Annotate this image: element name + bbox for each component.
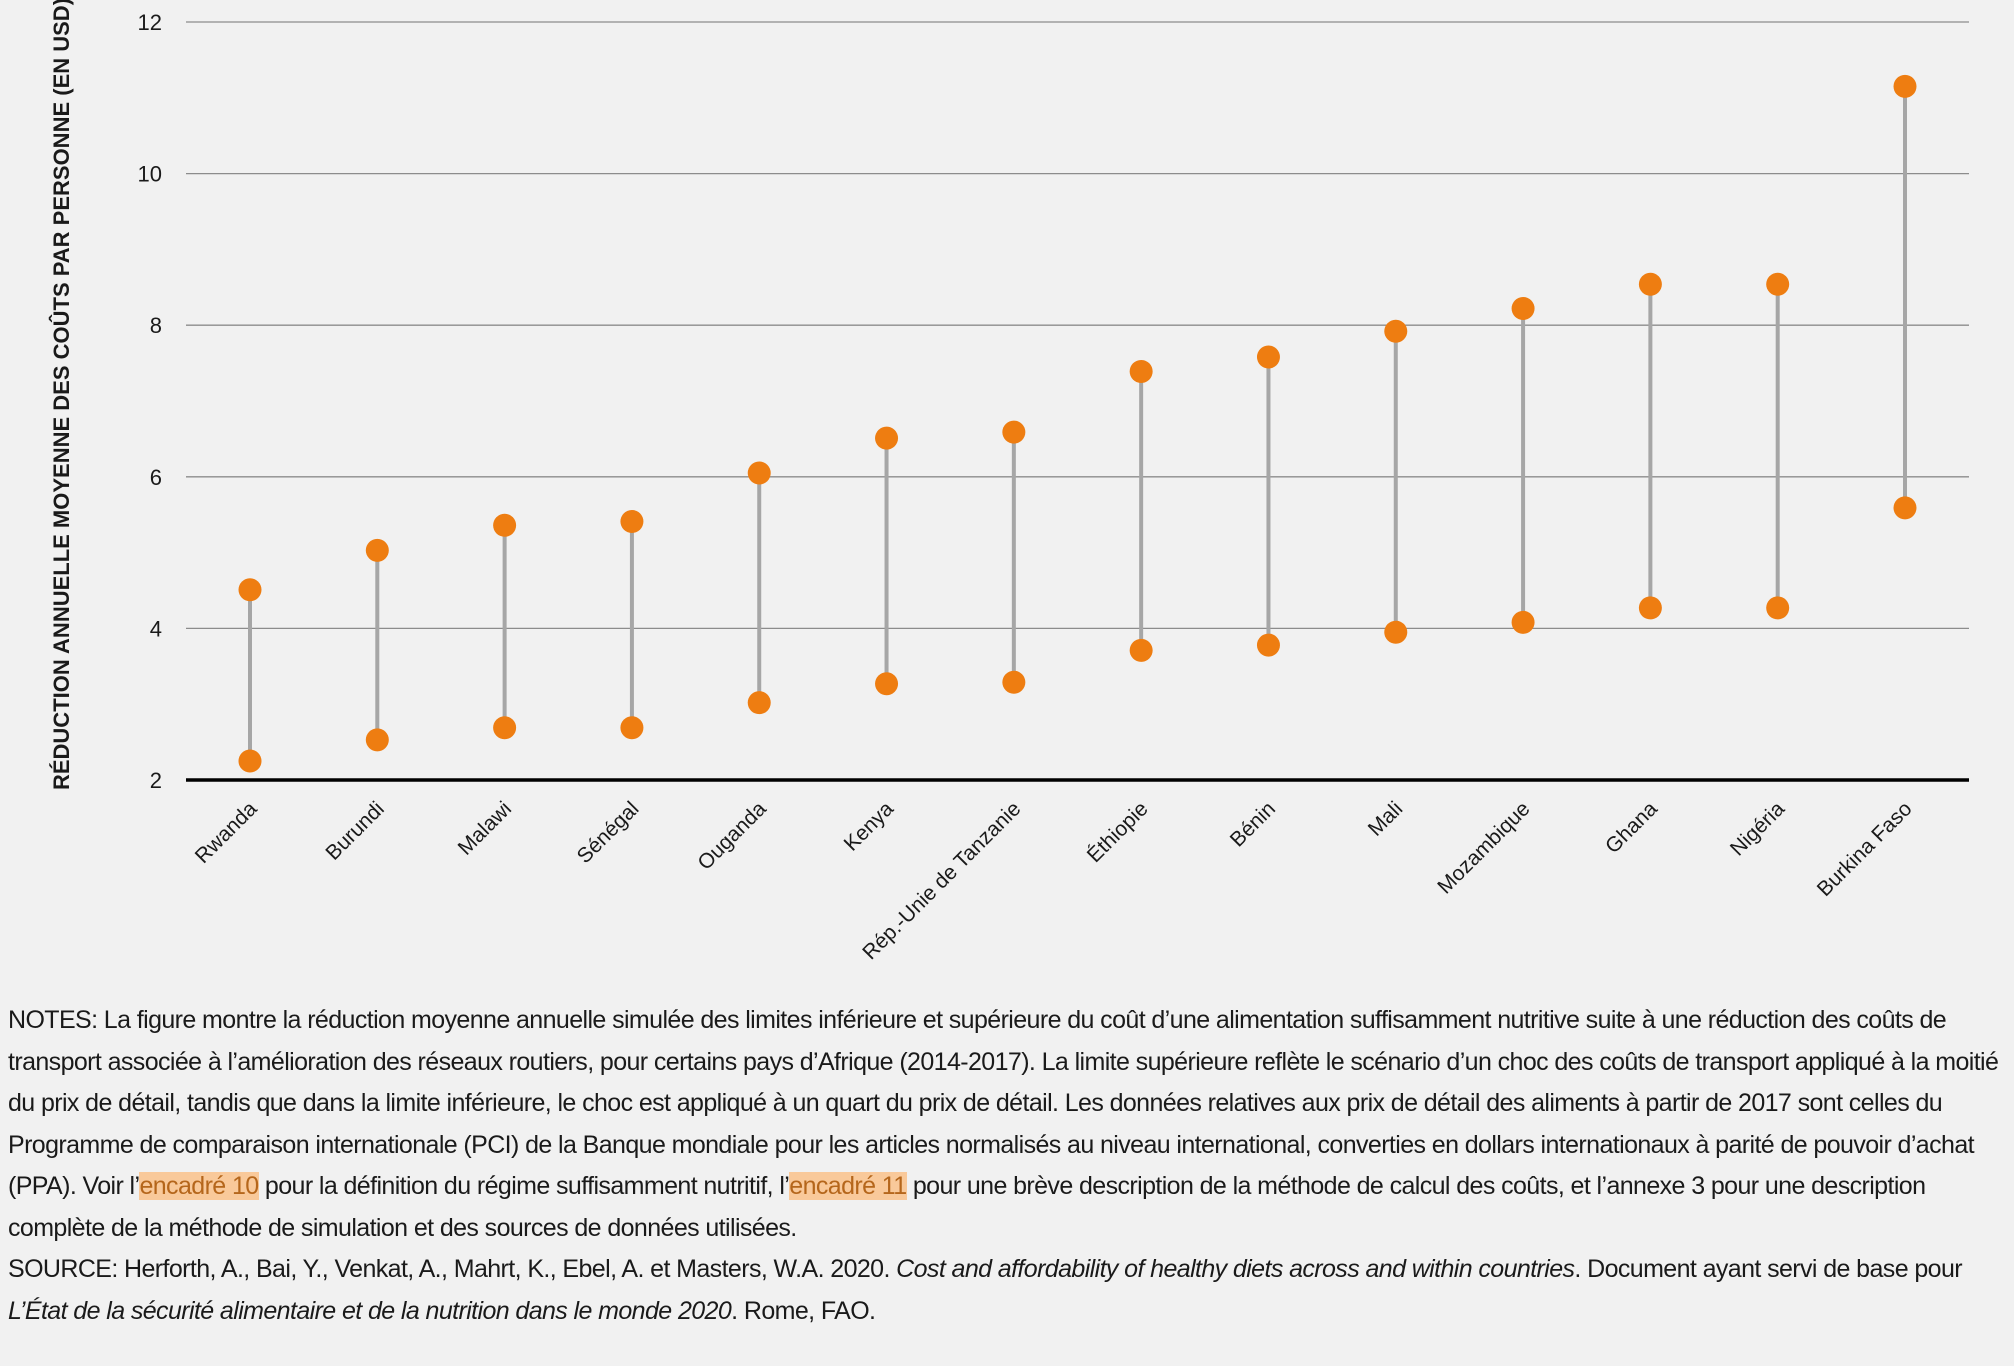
lower-bound-point bbox=[493, 716, 517, 740]
x-tick-label: Ghana bbox=[1601, 797, 1662, 858]
box-10-link[interactable]: encadré 10 bbox=[139, 1172, 259, 1200]
x-tick-labels: Rwanda Burundi Malawi Sénégal Ouganda KenyaRé… bbox=[191, 797, 1917, 964]
upper-bound-point bbox=[1766, 272, 1790, 296]
x-tick-label: Nigéria bbox=[1726, 797, 1790, 861]
notes-text: NOTES: La figure montre la réduction moy… bbox=[8, 1000, 2008, 1249]
y-tick-label: 8 bbox=[150, 313, 162, 338]
y-tick-label: 12 bbox=[138, 10, 162, 35]
x-tick-label: Rwanda bbox=[191, 797, 262, 868]
lower-bound-point bbox=[1129, 638, 1153, 662]
notes-text-part: pour la définition du régime suffisammen… bbox=[258, 1172, 790, 1200]
lower-bound-point bbox=[1638, 596, 1662, 620]
upper-bound-point bbox=[1256, 345, 1280, 369]
source-part: . Rome, FAO. bbox=[731, 1296, 876, 1325]
lower-bound-point bbox=[1893, 496, 1917, 520]
upper-bound-point bbox=[1002, 420, 1026, 444]
source-part: SOURCE: Herforth, A., Bai, Y., Venkat, A… bbox=[8, 1255, 897, 1283]
source-part: . Document ayant servi de base pour bbox=[1574, 1255, 1962, 1283]
lower-bound-point bbox=[1256, 633, 1280, 657]
x-tick-label: Éthiopie bbox=[1083, 797, 1153, 867]
gridlines bbox=[186, 21, 1969, 782]
upper-bound-point bbox=[1893, 74, 1917, 98]
x-tick-label: Sénégal bbox=[573, 797, 644, 868]
upper-bound-point bbox=[238, 578, 262, 602]
dumbbell-chart: 2 4 6 8 10 12 Rwanda Burundi Malawi Sénégal Ougan… bbox=[138, 10, 1969, 964]
notes-text-part: NOTES: La figure montre la réduction moy… bbox=[8, 1006, 1999, 1200]
y-tick-label: 6 bbox=[150, 465, 162, 490]
lower-bound-point bbox=[238, 749, 262, 773]
lower-bound-point bbox=[1002, 670, 1026, 694]
lower-bound-point bbox=[1384, 620, 1408, 644]
source-title: Cost and affordability of healthy diets … bbox=[896, 1255, 1575, 1283]
y-tick-labels: 2 4 6 8 10 12 bbox=[138, 10, 162, 793]
y-axis-label: RÉDUCTION ANNUELLE MOYENNE DES COÛTS PAR… bbox=[49, 0, 74, 791]
upper-bound-point bbox=[493, 513, 517, 537]
notes-section: NOTES: La figure montre la réduction moy… bbox=[8, 1000, 2008, 1332]
x-tick-label: Kenya bbox=[840, 797, 899, 856]
upper-bound-point bbox=[620, 510, 644, 534]
x-tick-label: Burundi bbox=[321, 797, 388, 864]
source-text: SOURCE: Herforth, A., Bai, Y., Venkat, A… bbox=[8, 1249, 2008, 1332]
upper-bound-point bbox=[1511, 297, 1535, 321]
lower-bound-point bbox=[365, 728, 389, 752]
upper-bound-point bbox=[747, 461, 771, 485]
lower-bound-point bbox=[1511, 610, 1535, 634]
upper-bound-point bbox=[875, 426, 899, 450]
lower-bound-point bbox=[875, 672, 899, 696]
upper-bound-point bbox=[1129, 359, 1153, 383]
y-tick-label: 10 bbox=[138, 162, 162, 187]
x-tick-label: Bénin bbox=[1226, 797, 1280, 851]
lower-bound-point bbox=[747, 691, 771, 715]
upper-bound-point bbox=[1384, 319, 1408, 343]
lower-bound-point bbox=[1766, 596, 1790, 620]
upper-bound-point bbox=[365, 538, 389, 562]
notes-text-part: pour une brève description de la méthode… bbox=[8, 1172, 1926, 1242]
x-tick-label: Malawi bbox=[454, 797, 516, 859]
x-tick-label: Mozambique bbox=[1433, 797, 1534, 898]
chart-marks bbox=[238, 74, 1917, 773]
x-tick-label: Burkina Faso bbox=[1813, 797, 1917, 901]
y-tick-label: 2 bbox=[150, 768, 162, 793]
box-11-link[interactable]: encadré 11 bbox=[789, 1172, 907, 1200]
lower-bound-point bbox=[620, 716, 644, 740]
x-tick-label: Mali bbox=[1364, 797, 1407, 840]
y-tick-label: 4 bbox=[150, 616, 162, 641]
x-tick-label: Ouganda bbox=[693, 797, 771, 875]
upper-bound-point bbox=[1638, 272, 1662, 296]
source-publication: L’État de la sécurité alimentaire et de … bbox=[8, 1296, 732, 1325]
